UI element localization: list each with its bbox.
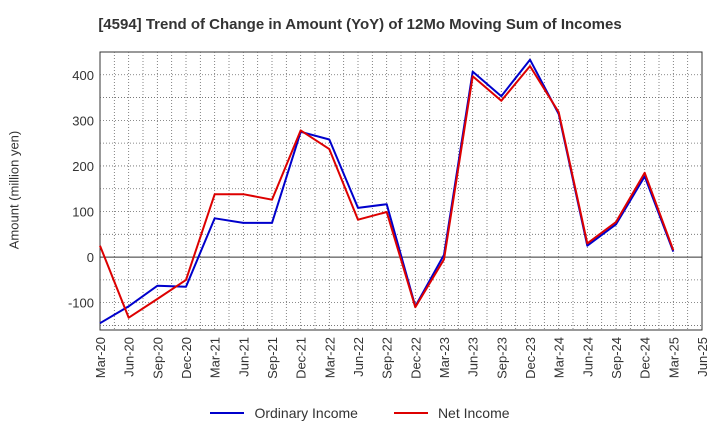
x-tick-label: Dec-22: [408, 337, 423, 379]
x-tick-label: Sep-21: [265, 337, 280, 379]
x-tick-label: Sep-20: [150, 337, 165, 379]
legend-label-ordinary-income: Ordinary Income: [254, 405, 358, 421]
x-tick-label: Dec-24: [638, 337, 653, 379]
y-tick-label: 100: [72, 205, 94, 220]
legend-label-net-income: Net Income: [437, 405, 510, 421]
x-tick-label: Sep-23: [494, 337, 509, 379]
y-tick-label: 400: [72, 68, 94, 83]
x-tick-label: Jun-20: [122, 337, 137, 377]
legend: Ordinary Income Net Income: [0, 405, 720, 421]
x-tick-label: Jun-23: [466, 337, 481, 377]
y-tick-label: 300: [72, 113, 94, 128]
series-line-net-income: [99, 65, 675, 319]
legend-swatch-ordinary-income: [210, 412, 245, 414]
legend-swatch-net-income: [393, 412, 428, 414]
x-tick-label: Mar-22: [322, 337, 337, 378]
x-tick-label: Dec-21: [294, 337, 309, 379]
x-tick-label: Mar-25: [666, 337, 681, 378]
x-tick-label: Sep-24: [609, 337, 624, 379]
y-tick-label: 200: [72, 159, 94, 174]
x-tick-label: Dec-23: [523, 337, 538, 379]
x-tick-label: Jun-21: [236, 337, 251, 377]
x-tick-label: Jun-24: [580, 337, 595, 377]
x-tick-label: Jun-22: [351, 337, 366, 377]
legend-item-net-income: Net Income: [393, 405, 510, 421]
x-tick-label: Sep-22: [380, 337, 395, 379]
x-tick-label: Mar-21: [208, 337, 223, 378]
x-tick-label: Mar-23: [437, 337, 452, 378]
x-tick-label: Jun-25: [695, 337, 710, 377]
x-tick-label: Mar-24: [552, 337, 567, 378]
chart-title: [4594] Trend of Change in Amount (YoY) o…: [98, 16, 622, 33]
x-tick-label: Dec-20: [179, 337, 194, 379]
y-tick-label: -100: [68, 296, 94, 311]
x-tick-label: Mar-20: [93, 337, 108, 378]
legend-item-ordinary-income: Ordinary Income: [210, 405, 358, 421]
y-tick-label: 0: [87, 250, 94, 265]
